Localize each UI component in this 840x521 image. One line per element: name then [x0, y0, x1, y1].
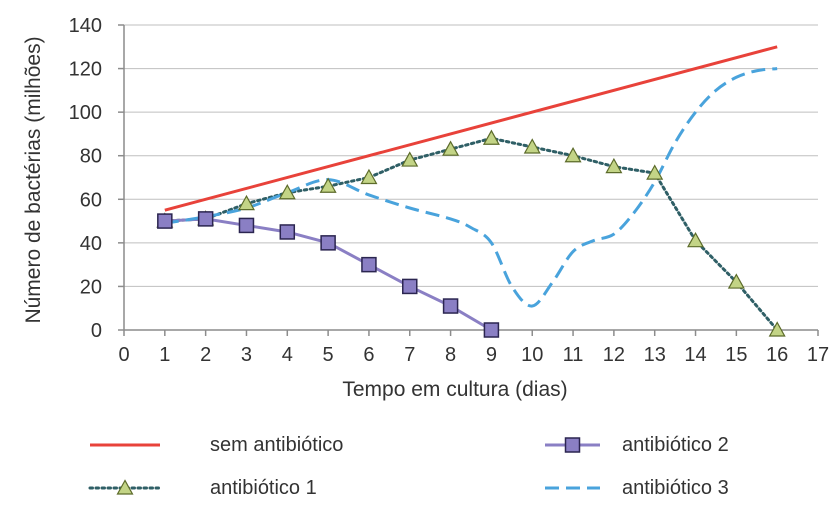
- legend-item-antibiotico-3: antibiótico 3: [545, 477, 729, 499]
- series-line-sem-antibiotico: [164, 45, 778, 212]
- y-axis-title: Número de bactérias (milhões): [22, 36, 45, 323]
- x-tick-label-11: 11: [563, 344, 584, 366]
- x-tick-label-9: 9: [486, 344, 497, 366]
- point-antibiotico-2-x7: [402, 278, 418, 295]
- point-antibiotico-1-x7: [401, 151, 419, 167]
- point-antibiotico-1-x8: [442, 140, 460, 156]
- point-antibiotico-1-x11: [564, 146, 582, 163]
- legend-label-antibiotico-3: antibiótico 3: [622, 477, 729, 499]
- x-tick-label-12: 12: [603, 344, 625, 366]
- legend-item-antibiotico-2: antibiótico 2: [545, 434, 729, 456]
- point-antibiotico-2-x2: [197, 211, 214, 227]
- legend-label-antibiotico-2: antibiótico 2: [622, 434, 729, 456]
- y-tick-label-140: 140: [69, 15, 102, 37]
- legend-label-sem-antibiotico: sem antibiótico: [210, 434, 343, 456]
- legend-symbol-antibiotico-2: [545, 437, 600, 453]
- series-line-antibiotico-1: [163, 136, 779, 332]
- gridlines: [124, 24, 818, 287]
- point-antibiotico-1-x13: [646, 164, 664, 180]
- series-line-antibiotico-3: [164, 67, 778, 308]
- x-tick-label-1: 1: [159, 344, 170, 366]
- y-tick-label-80: 80: [80, 146, 102, 168]
- point-antibiotico-2-x4: [279, 224, 296, 240]
- x-tick-label-15: 15: [725, 344, 747, 366]
- point-antibiotico-1-x16: [768, 321, 786, 337]
- point-antibiotico-1-x3: [237, 194, 255, 211]
- x-tick-label-3: 3: [241, 344, 252, 366]
- x-tick-label-16: 16: [766, 344, 788, 366]
- axes: [118, 24, 819, 336]
- point-antibiotico-1-x9: [482, 129, 500, 145]
- legend: sem antibiótico antibiótico 1 antibiótic…: [88, 434, 729, 499]
- point-antibiotico-2-x1: [157, 213, 173, 229]
- x-axis-title: Tempo em cultura (dias): [342, 378, 567, 401]
- x-tick-label-8: 8: [445, 344, 456, 366]
- legend-marker-antibiotico-2: [564, 437, 581, 453]
- x-tick-label-2: 2: [200, 344, 211, 366]
- legend-label-antibiotico-1: antibiótico 1: [210, 477, 317, 499]
- x-tick-label-14: 14: [684, 344, 706, 366]
- point-antibiotico-1-x5: [319, 177, 337, 193]
- y-tick-label-0: 0: [91, 320, 102, 342]
- point-antibiotico-2-x6: [361, 256, 377, 273]
- point-antibiotico-1-x4: [278, 184, 296, 200]
- x-tick-label-13: 13: [644, 344, 666, 366]
- x-tick-label-7: 7: [404, 344, 415, 366]
- point-antibiotico-2-x5: [320, 235, 336, 251]
- point-antibiotico-1-x14: [687, 231, 705, 248]
- series-markers: [156, 129, 786, 338]
- x-tick-label-0: 0: [118, 344, 129, 366]
- legend-item-sem-antibiotico: sem antibiótico: [90, 434, 343, 456]
- point-antibiotico-1-x10: [523, 138, 541, 154]
- legend-item-antibiotico-1: antibiótico 1: [88, 477, 317, 499]
- x-tick-label-5: 5: [323, 344, 334, 366]
- point-antibiotico-2-x3: [238, 217, 255, 234]
- x-tick-label-4: 4: [282, 344, 293, 366]
- point-antibiotico-1-x6: [360, 168, 378, 185]
- y-tick-label-100: 100: [69, 102, 102, 124]
- x-tick-label-17: 17: [807, 344, 829, 366]
- point-antibiotico-1-x15: [727, 273, 745, 289]
- y-tick-label-20: 20: [80, 276, 102, 298]
- point-antibiotico-1-x12: [605, 157, 623, 174]
- y-tick-label-120: 120: [69, 59, 102, 81]
- y-tick-label-40: 40: [80, 233, 102, 255]
- point-antibiotico-2-x9: [483, 322, 500, 338]
- series-lines: [163, 45, 779, 332]
- legend-marker-antibiotico-1: [116, 479, 134, 495]
- point-antibiotico-2-x8: [442, 298, 459, 314]
- legend-symbol-antibiotico-1: [88, 479, 162, 495]
- x-tick-label-6: 6: [363, 344, 374, 366]
- y-tick-label-60: 60: [80, 189, 102, 211]
- x-tick-label-10: 10: [521, 344, 543, 366]
